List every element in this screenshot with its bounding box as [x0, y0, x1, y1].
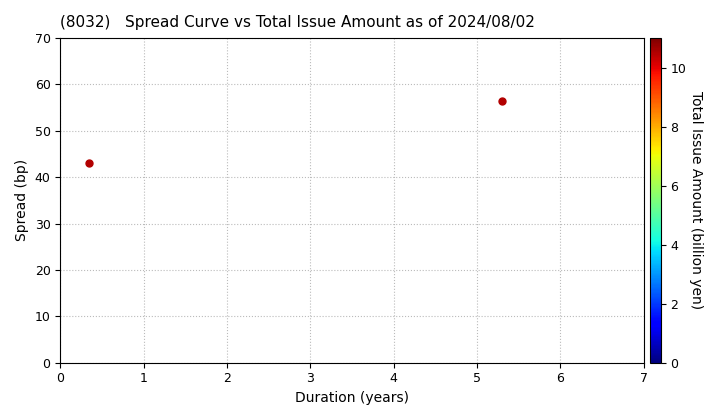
Y-axis label: Spread (bp): Spread (bp) — [15, 159, 29, 242]
Y-axis label: Total Issue Amount (billion yen): Total Issue Amount (billion yen) — [689, 92, 703, 310]
Point — [84, 160, 95, 167]
Point — [496, 97, 508, 104]
X-axis label: Duration (years): Duration (years) — [295, 391, 409, 405]
Text: (8032)   Spread Curve vs Total Issue Amount as of 2024/08/02: (8032) Spread Curve vs Total Issue Amoun… — [60, 15, 535, 30]
